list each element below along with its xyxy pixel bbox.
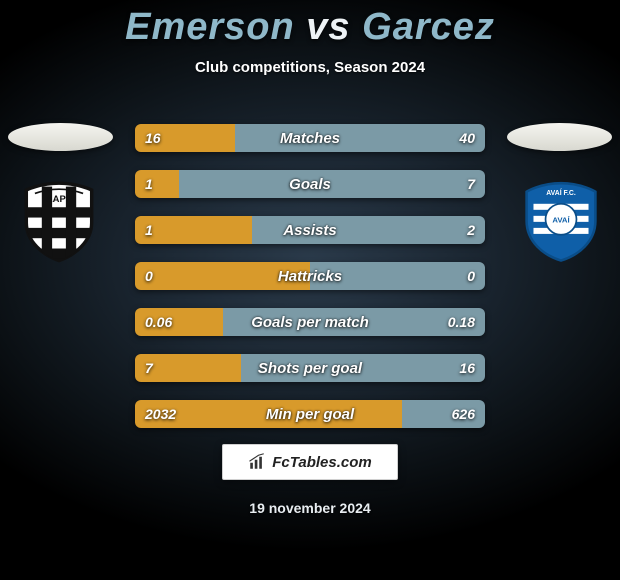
svg-text:AVAÍ: AVAÍ [552,216,570,225]
stat-label: Goals [135,170,485,198]
svg-text:AAPP: AAPP [46,194,72,205]
stat-label: Hattricks [135,262,485,290]
stat-bar: 2032626Min per goal [135,400,485,428]
stat-label: Goals per match [135,308,485,336]
subtitle: Club competitions, Season 2024 [0,59,620,76]
stat-row: 17Goals [135,170,485,198]
brand-text: FcTables.com [272,454,371,471]
date-text: 19 november 2024 [0,500,620,516]
stat-label: Matches [135,124,485,152]
stat-bar: 17Goals [135,170,485,198]
content-root: Emerson vs Garcez Club competitions, Sea… [0,0,620,580]
vs-text: vs [306,6,350,48]
avai-crest-icon: AVAÍ F.C. AVAÍ [513,178,609,264]
stat-bar: 0.060.18Goals per match [135,308,485,336]
stat-bar: 1640Matches [135,124,485,152]
stat-row: 716Shots per goal [135,354,485,382]
stat-row: 00Hattricks [135,262,485,290]
stat-label: Shots per goal [135,354,485,382]
stat-bar: 00Hattricks [135,262,485,290]
club-crest-left: AAPP [10,178,108,264]
brand-tag[interactable]: FcTables.com [222,444,398,480]
stat-row: 12Assists [135,216,485,244]
stat-row: 2032626Min per goal [135,400,485,428]
stat-label: Min per goal [135,400,485,428]
flag-ellipse-left [8,123,113,151]
stat-bar: 716Shots per goal [135,354,485,382]
player1-name: Emerson [125,6,295,48]
stat-label: Assists [135,216,485,244]
flag-ellipse-right [507,123,612,151]
stat-bar: 12Assists [135,216,485,244]
club-crest-right: AVAÍ F.C. AVAÍ [512,178,610,264]
comparison-title: Emerson vs Garcez [0,0,620,49]
player2-name: Garcez [362,6,495,48]
svg-text:AVAÍ F.C.: AVAÍ F.C. [546,188,576,197]
chart-icon [248,453,266,471]
stat-row: 1640Matches [135,124,485,152]
ponte-preta-crest-icon: AAPP [11,178,107,264]
stat-row: 0.060.18Goals per match [135,308,485,336]
